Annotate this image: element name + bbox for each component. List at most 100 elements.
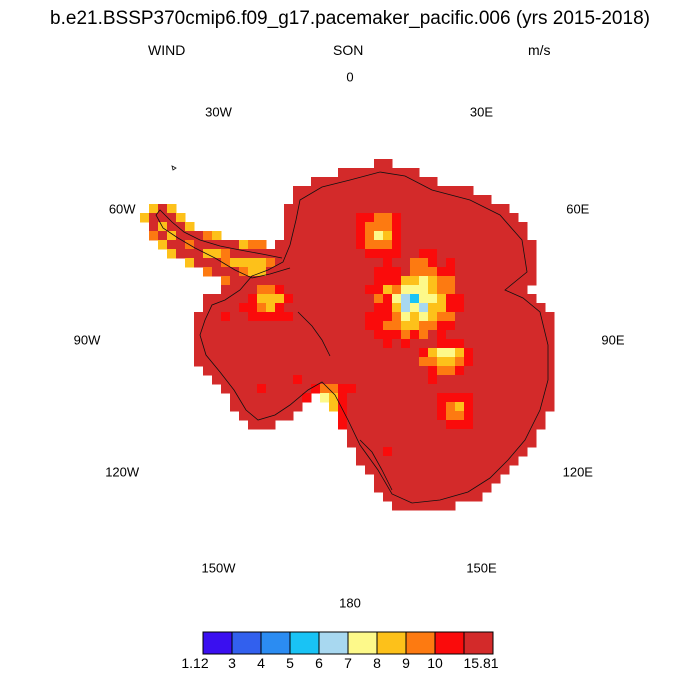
wind-cell — [428, 285, 438, 295]
wind-cell — [230, 366, 240, 376]
wind-cell — [203, 231, 213, 241]
wind-cell — [338, 393, 348, 403]
wind-cell — [482, 474, 492, 484]
wind-cell — [509, 267, 519, 277]
wind-cell — [329, 249, 339, 259]
wind-cell — [482, 249, 492, 259]
wind-cell — [518, 285, 528, 295]
wind-cell — [284, 303, 294, 313]
wind-cell — [446, 420, 456, 430]
wind-cell — [437, 267, 447, 277]
wind-cell — [464, 312, 474, 322]
wind-cell — [212, 312, 222, 322]
wind-cell — [149, 231, 159, 241]
wind-cell — [302, 357, 312, 367]
wind-cell — [320, 384, 330, 394]
wind-cell — [509, 258, 519, 268]
wind-cell — [419, 366, 429, 376]
wind-cell — [239, 267, 249, 277]
wind-cell — [221, 267, 231, 277]
wind-cell — [500, 429, 510, 439]
wind-cell — [482, 465, 492, 475]
wind-cell — [266, 357, 276, 367]
wind-cell — [410, 411, 420, 421]
wind-cell — [194, 357, 204, 367]
wind-cell — [446, 186, 456, 196]
wind-cell — [239, 357, 249, 367]
wind-cell — [302, 312, 312, 322]
wind-cell — [338, 276, 348, 286]
wind-cell — [347, 294, 357, 304]
wind-cell — [239, 384, 249, 394]
wind-cell — [239, 411, 249, 421]
wind-cell — [320, 375, 330, 385]
wind-cell — [257, 285, 267, 295]
wind-cell — [410, 375, 420, 385]
wind-cell — [221, 276, 231, 286]
wind-cell — [383, 303, 393, 313]
wind-cell — [374, 267, 384, 277]
wind-cell — [176, 231, 186, 241]
wind-cell — [437, 240, 447, 250]
wind-cell — [365, 402, 375, 412]
wind-cell — [446, 222, 456, 232]
wind-cell — [347, 321, 357, 331]
wind-cell — [491, 276, 501, 286]
wind-cell — [365, 420, 375, 430]
wind-cell — [527, 330, 537, 340]
wind-cell — [302, 294, 312, 304]
wind-cell — [446, 339, 456, 349]
wind-cell — [455, 393, 465, 403]
wind-cell — [500, 366, 510, 376]
wind-cell — [419, 195, 429, 205]
wind-cell — [239, 303, 249, 313]
wind-cell — [446, 393, 456, 403]
wind-cell — [518, 312, 528, 322]
wind-cell — [446, 204, 456, 214]
wind-cell — [446, 294, 456, 304]
wind-cell — [212, 249, 222, 259]
wind-cell — [365, 168, 375, 178]
wind-cell — [320, 177, 330, 187]
wind-cell — [410, 438, 420, 448]
wind-cell — [500, 303, 510, 313]
wind-cell — [410, 384, 420, 394]
wind-cell — [491, 204, 501, 214]
wind-cell — [392, 339, 402, 349]
wind-cell — [293, 186, 303, 196]
wind-cell — [257, 330, 267, 340]
wind-cell — [392, 411, 402, 421]
wind-cell — [266, 330, 276, 340]
wind-cell — [473, 213, 483, 223]
wind-cell — [365, 195, 375, 205]
wind-cell — [149, 222, 159, 232]
wind-cell — [509, 294, 519, 304]
wind-cell — [509, 438, 519, 448]
wind-cell — [338, 168, 348, 178]
wind-cell — [401, 384, 411, 394]
wind-cell — [347, 420, 357, 430]
wind-cell — [509, 402, 519, 412]
wind-cell — [266, 393, 276, 403]
wind-cell — [410, 267, 420, 277]
ross-ice-shelf-edge — [359, 439, 393, 491]
wind-cell — [500, 348, 510, 358]
wind-cell — [455, 231, 465, 241]
wind-cell — [482, 231, 492, 241]
wind-cell — [239, 276, 249, 286]
wind-cell — [491, 366, 501, 376]
wind-cell — [320, 330, 330, 340]
wind-cell — [374, 294, 384, 304]
wind-cell — [536, 303, 546, 313]
wind-cell — [365, 411, 375, 421]
wind-cell — [392, 231, 402, 241]
wind-cell — [194, 321, 204, 331]
wind-cell — [374, 348, 384, 358]
wind-cell — [419, 501, 429, 511]
wind-cell — [239, 339, 249, 349]
wind-cell — [356, 294, 366, 304]
wind-cell — [320, 186, 330, 196]
wind-cell — [347, 258, 357, 268]
wind-cell — [446, 285, 456, 295]
wind-cell — [437, 420, 447, 430]
